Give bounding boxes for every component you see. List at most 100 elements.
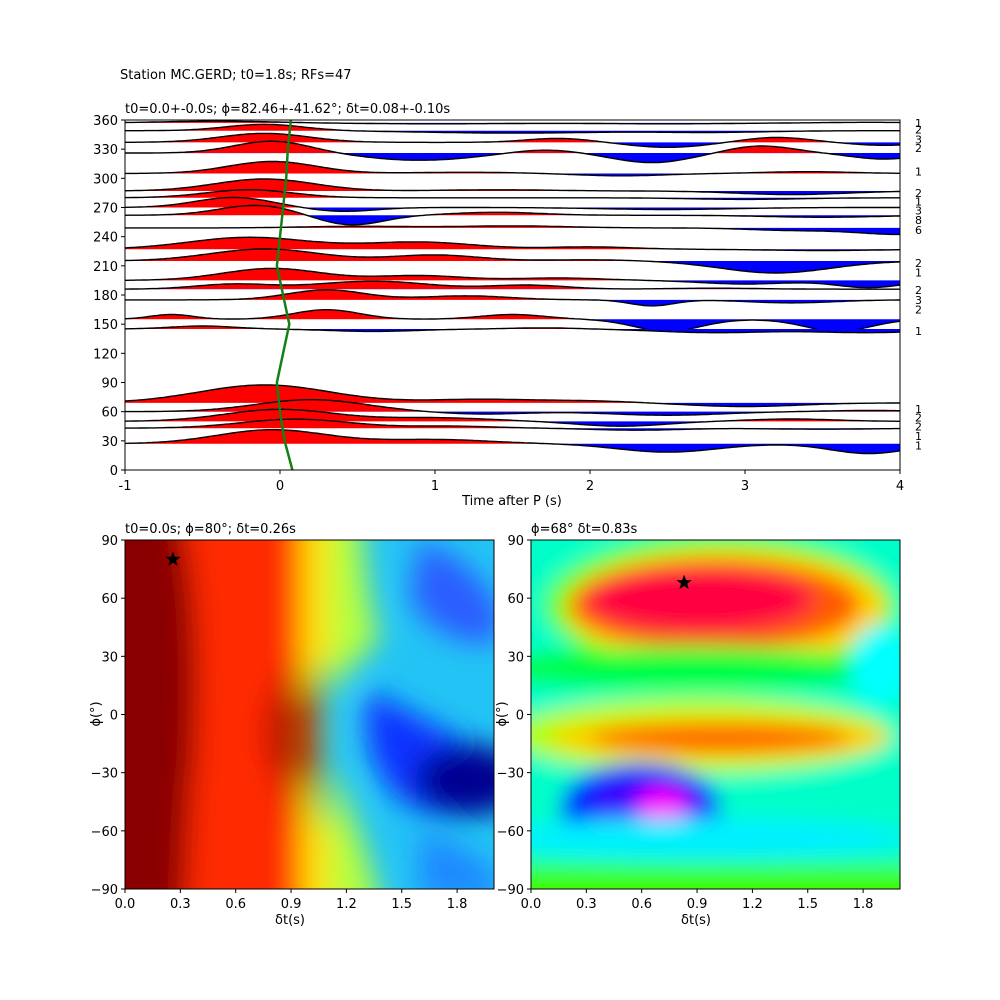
best-star-icon [165,551,181,566]
rf-trace-positive-fill [125,161,900,174]
rf-trace-positive-fill [125,384,900,403]
rf-trace [125,120,900,125]
grid-ytick-label: 0 [110,709,118,724]
grid-right-best-marker [676,574,692,590]
grid-xtick-label: 0.9 [281,897,302,912]
figure-suptitle: Station MC.GERD; t0=1.8s; RFs=47 [120,68,352,83]
grid-xtick-label: 1.5 [797,897,818,912]
rf-ytick-label: 90 [101,377,118,392]
rf-trace [125,399,900,416]
grid-xtick-label: 1.8 [853,897,874,912]
grid-ytick-label: −60 [497,825,524,840]
rf-trace [125,408,900,427]
rf-trace-negative-fill [125,207,900,212]
rf-count-label: 2 [915,257,922,270]
rf-trace-positive-fill [125,399,900,412]
grid-left-xticks: 0.0 0.3 0.6 0.9 1.2 1.5 1.8 [115,889,467,912]
rf-trace [125,309,900,332]
grid-ytick-label: 90 [101,534,118,549]
rf-trace-negative-fill [125,299,900,306]
rf-trace-line [125,280,900,290]
grid-xtick-label: 1.2 [336,897,357,912]
grid-ytick-label: 60 [101,592,118,607]
rf-count-label: 3 [915,204,922,217]
rf-trace-line [125,123,900,134]
rf-trace-negative-fill [125,173,900,176]
rf-count-label: 6 [915,224,922,237]
rf-ytick-label: 270 [93,202,118,217]
grid-xtick-label: 0.6 [631,897,652,912]
rf-trace [125,289,900,307]
rf-count-label: 1 [915,325,922,338]
rf-trace-line [125,418,900,431]
grid-xtick-label: 0.3 [170,897,191,912]
rf-count-label: 2 [915,124,922,137]
grid-left-heatmap [125,540,494,889]
grid-ytick-label: −90 [497,883,524,898]
rf-trace [125,123,900,134]
rf-trace-positive-fill [125,205,900,216]
rf-count-label: 2 [915,187,922,200]
rf-trace [125,189,900,201]
rf-trace-line [125,225,900,236]
rf-trace-positive-fill [125,197,900,208]
rf-trace-positive-fill [125,179,900,191]
rf-xtick-label: 1 [431,479,439,494]
grid-left-ylabel: ϕ(°) [89,701,104,726]
rf-trace-positive-fill [125,289,900,300]
rf-trace-positive-fill [125,237,900,250]
rf-xtick-label: 0 [276,479,284,494]
rf-trace [125,236,900,252]
rf-trace [125,178,900,196]
rf-trace-line [125,267,900,289]
rf-trace-positive-fill [125,225,900,228]
grid-ytick-label: −90 [91,883,118,898]
rf-trace-line [125,429,900,455]
rf-trace-line [125,160,900,177]
grid-xtick-label: 0.0 [115,897,136,912]
grid-xtick-label: 0.0 [521,897,542,912]
rf-trace [125,429,900,455]
rf-trace-positive-fill [125,249,900,261]
rf-xtick-label: 4 [896,479,904,494]
rf-trace-line [125,408,900,427]
rf-trace-positive-fill [125,141,900,154]
rf-count-label: 8 [915,214,922,227]
rf-count-label: 2 [915,420,922,433]
rf-xtick-label: -1 [119,479,132,494]
grid-xtick-label: 1.5 [391,897,412,912]
rf-trace-line [125,289,900,307]
rf-ytick-label: 330 [93,143,118,158]
rf-count-label: 1 [915,267,922,280]
rf-count-label: 1 [915,117,922,130]
rf-count-label: 3 [915,294,922,307]
grid-xtick-label: 0.6 [225,897,246,912]
rf-trace [125,196,900,212]
rf-ytick-label: 120 [93,347,118,362]
rf-ytick-label: 60 [101,406,118,421]
rf-trace-line [125,325,900,334]
rf-trace [125,325,900,334]
rf-count-label: 2 [915,412,922,425]
grid-right-ylabel: ϕ(°) [495,701,510,726]
grid-ytick-label: −30 [497,767,524,782]
rf-stack-plot-area [125,120,900,470]
rf-stack-xticks: -1 0 1 2 3 4 [119,470,904,494]
rf-trace-line [125,189,900,201]
grid-left-xlabel: δt(s) [275,913,305,928]
grid-ytick-label: 0 [516,709,524,724]
grid-right-heatmap [531,540,900,889]
rf-ytick-label: 300 [93,172,118,187]
rf-trace-line [125,196,900,212]
rf-trace [125,418,900,431]
rf-ytick-label: 150 [93,318,118,333]
rf-trace-negative-fill [125,443,900,454]
rf-trace [125,267,900,289]
grid-search-right-panel: ϕ=68° δt=0.83s 0.0 0. [495,522,901,928]
rf-trace [125,132,900,148]
rf-trace-line [125,399,900,416]
rf-ytick-label: 30 [101,435,118,450]
rf-trace-positive-fill [125,268,900,281]
rf-moveout-curve [275,120,294,470]
